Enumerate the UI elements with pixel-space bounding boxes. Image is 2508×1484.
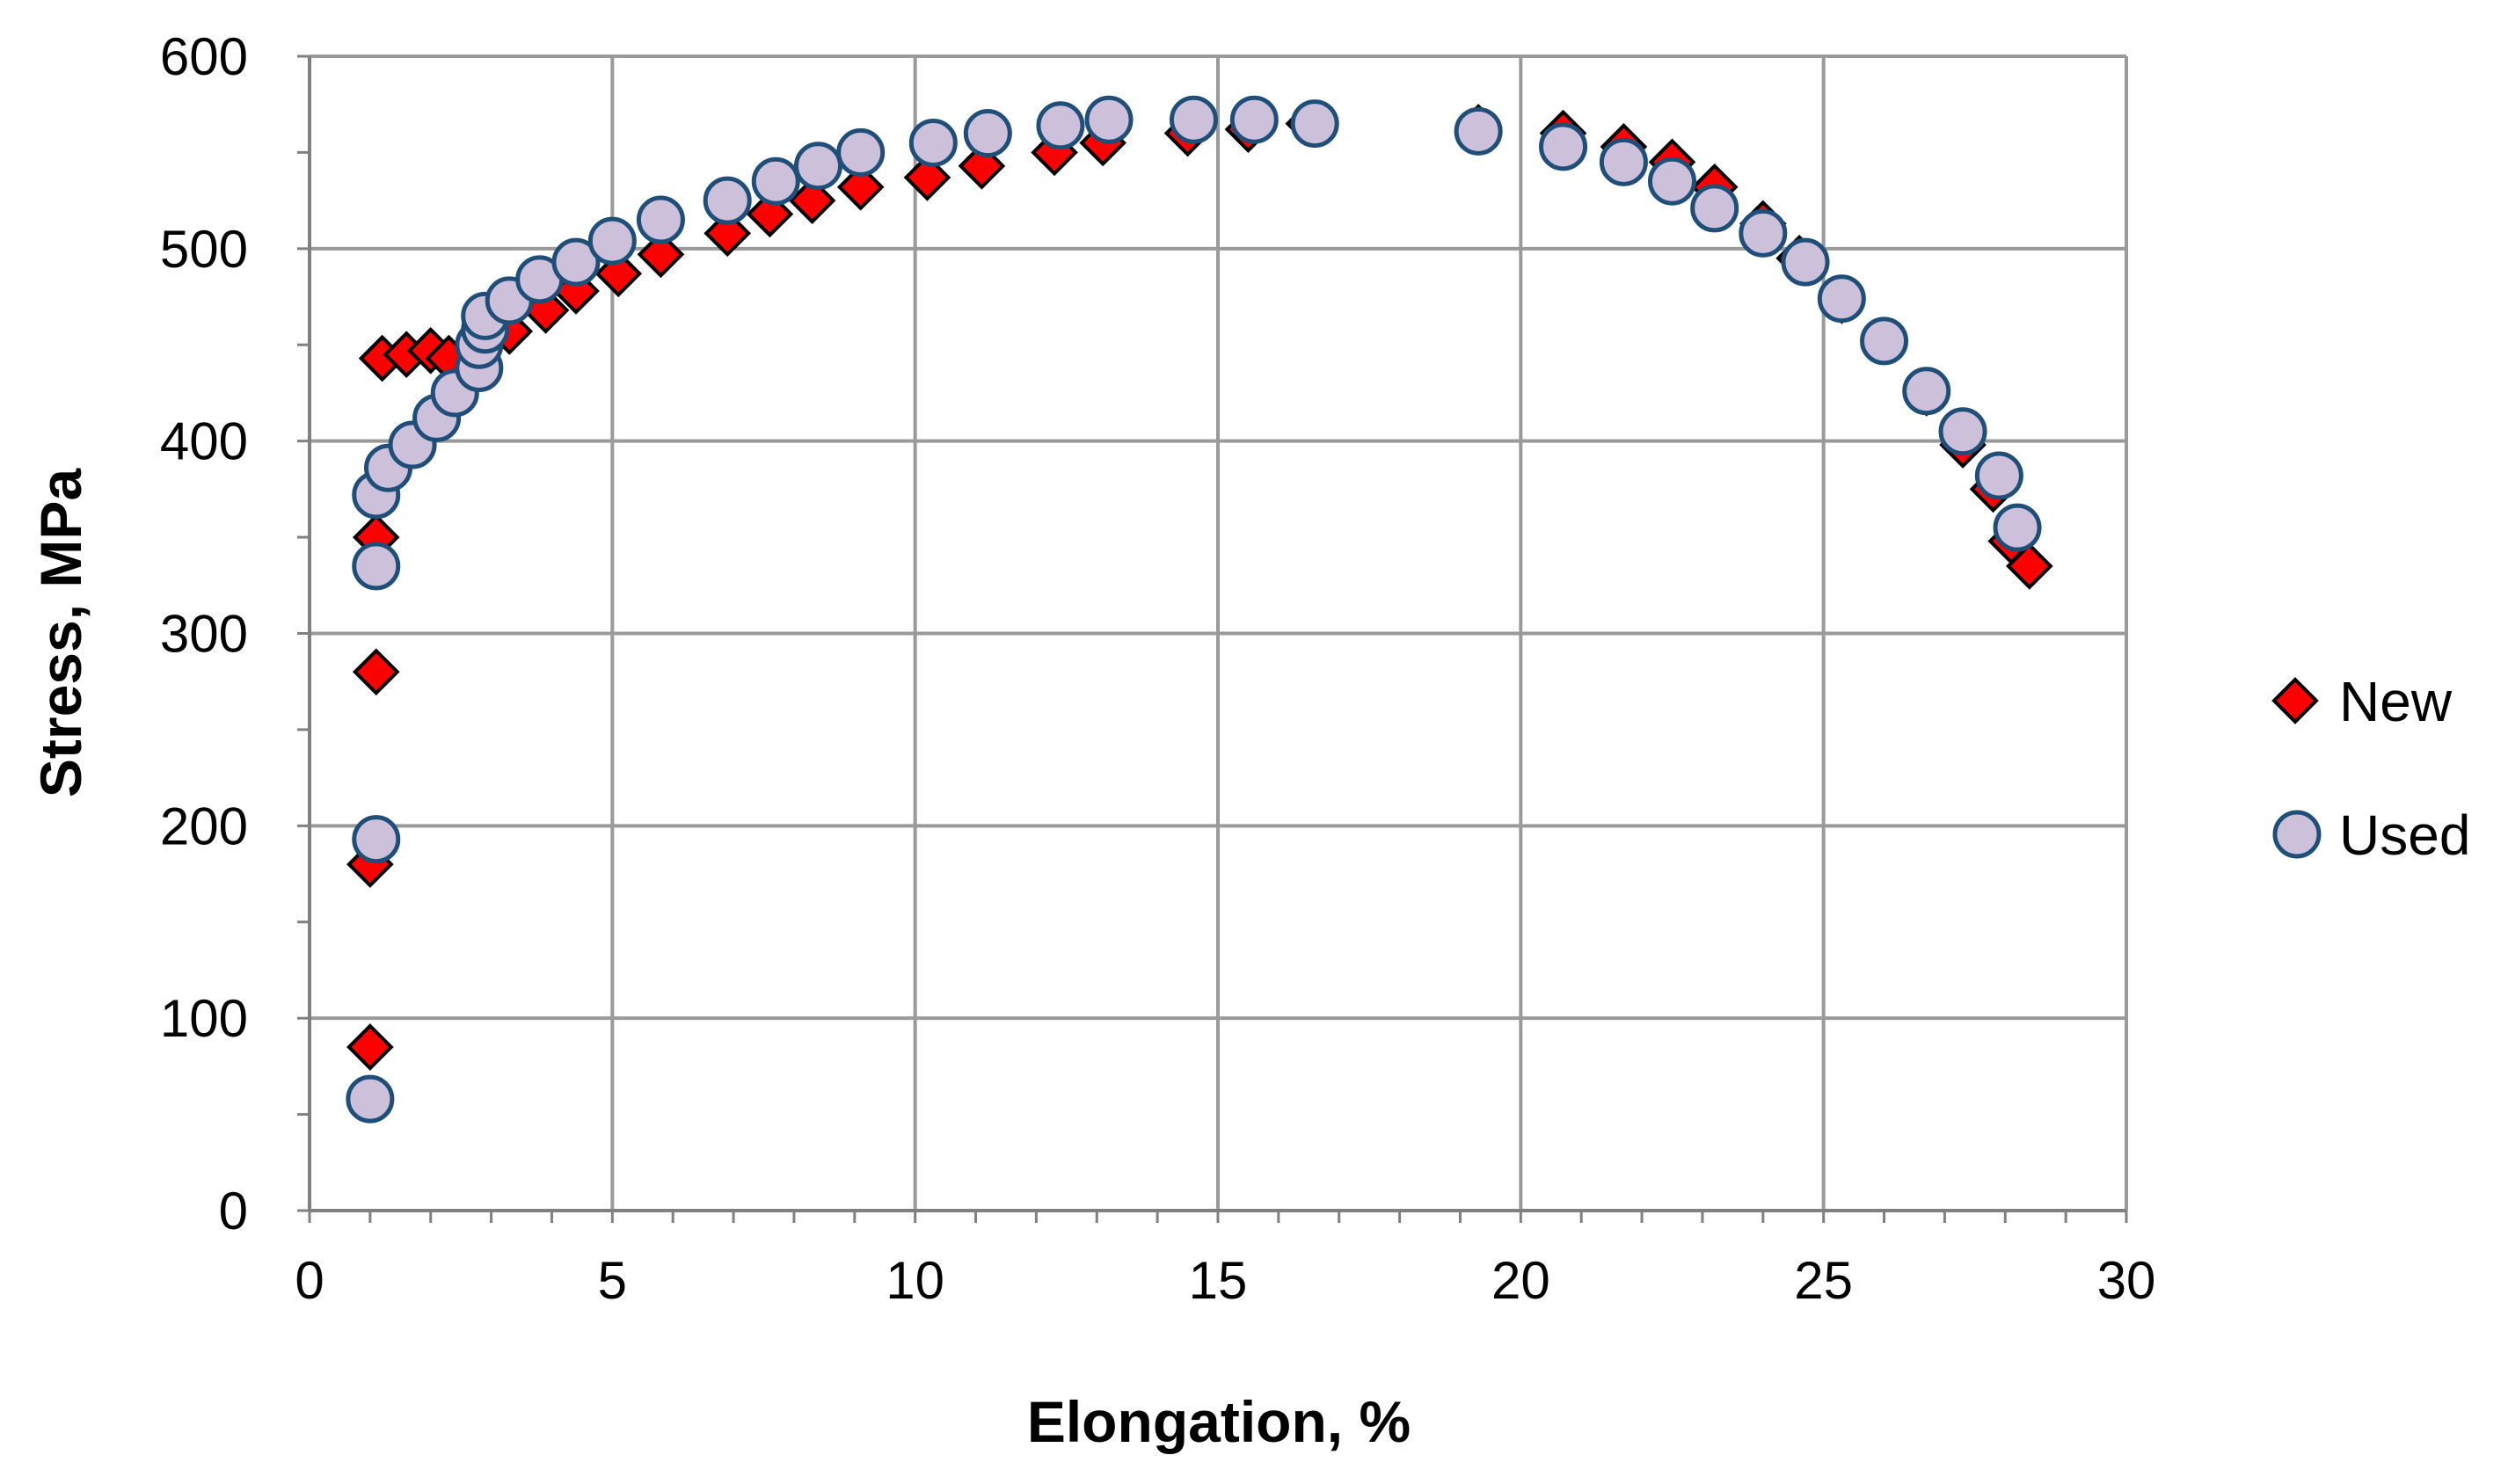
legend: New Used [2271,670,2470,867]
point-new-18 [903,154,951,201]
point-used-39 [1974,451,2023,500]
point-used-2 [352,542,401,591]
legend-marker-new [2271,677,2319,724]
point-new-0 [346,1023,394,1071]
y-axis-title: Stress, MPa [28,468,93,797]
legend-marker-used [2272,810,2322,859]
point-new-14 [704,209,752,258]
point-used-19 [793,142,842,191]
x-tick-label-20: 20 [1491,1251,1550,1310]
point-new-15 [746,190,794,238]
point-used-30 [1599,137,1648,186]
point-used-25 [1169,95,1218,144]
tick-marks [297,55,2128,1223]
point-used-40 [1993,503,2042,552]
point-used-33 [1739,208,1788,258]
y-tick-label-400: 400 [160,412,248,471]
point-used-38 [1938,407,1987,456]
legend-item-used: Used [2272,804,2470,867]
point-new-2 [352,648,400,696]
series-new [346,99,2053,1071]
y-tick-label-100: 100 [160,989,248,1048]
point-used-29 [1539,122,1588,171]
y-tick-label-600: 600 [160,27,248,86]
series-used [346,95,2042,1124]
x-tick-label-30: 30 [2097,1251,2156,1310]
point-used-23 [1036,101,1085,150]
x-tick-label-5: 5 [598,1251,627,1310]
point-used-28 [1454,106,1503,156]
legend-label-new: New [2339,670,2453,733]
point-used-16 [636,195,685,244]
point-used-32 [1690,184,1739,233]
point-used-21 [908,118,958,167]
series-layer [346,95,2053,1124]
point-used-31 [1648,156,1696,206]
point-used-34 [1781,237,1830,287]
legend-item-new: New [2271,670,2453,733]
y-tick-label-500: 500 [160,220,248,279]
point-used-20 [836,127,886,177]
point-used-14 [551,237,601,287]
point-used-17 [703,176,752,225]
point-used-24 [1084,95,1134,144]
y-tick-label-300: 300 [160,605,248,664]
point-used-22 [963,109,1012,158]
point-used-0 [346,1074,395,1124]
point-new-38 [2005,542,2053,590]
point-used-37 [1902,367,1951,416]
x-tick-label-0: 0 [295,1251,324,1310]
point-used-18 [751,156,800,206]
x-axis-title: Elongation, % [1027,1389,1411,1454]
y-tick-label-200: 200 [160,797,248,855]
x-tick-label-25: 25 [1794,1251,1853,1310]
point-used-27 [1290,99,1339,149]
point-used-35 [1817,274,1866,324]
x-tick-label-10: 10 [886,1251,944,1310]
point-used-1 [352,815,401,864]
point-new-16 [788,177,836,224]
legend-label-used: Used [2339,804,2470,867]
point-used-15 [587,216,637,266]
point-new-17 [836,163,885,211]
x-tick-label-15: 15 [1189,1251,1248,1310]
y-tick-label-0: 0 [219,1182,248,1240]
point-new-13 [637,230,685,279]
point-used-26 [1229,95,1279,144]
point-used-36 [1860,316,1909,366]
